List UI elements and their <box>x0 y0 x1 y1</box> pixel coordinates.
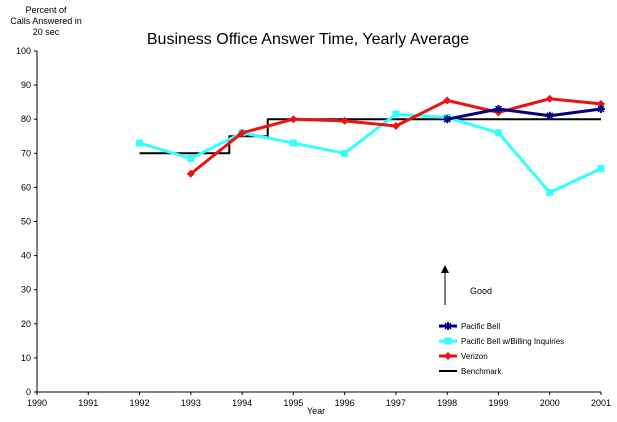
pacific-bell-w-billing-inquiries-point <box>187 154 195 162</box>
legend-label: Pacific Bell w/Billing Inquiries <box>461 337 564 346</box>
y-axis-label-line-1: Percent of <box>25 5 67 15</box>
good-label: Good <box>470 286 492 296</box>
y-tick-label: 10 <box>21 353 31 363</box>
legend-label: Pacific Bell <box>461 322 500 331</box>
legend-item-pacific-bell: Pacific Bell <box>439 322 500 331</box>
pacific-bell-w-billing-inquiries-point <box>136 139 144 147</box>
legend-label: Verizon <box>461 352 488 361</box>
legend-item-benchmark: Benchmark <box>439 367 502 376</box>
y-tick-label: 50 <box>21 217 31 227</box>
x-tick-label: 1994 <box>232 398 252 408</box>
y-ticks: 0 10 20 30 40 50 60 70 80 90 100 <box>16 46 37 397</box>
verizon-point <box>186 169 195 178</box>
pacific-bell-point <box>443 115 452 124</box>
verizon-point <box>391 122 400 131</box>
pacific-bell-w-billing-inquiries-point <box>597 165 605 173</box>
legend-marker <box>444 352 452 360</box>
verizon-point <box>289 115 298 124</box>
x-ticks: 1990 1991 1992 1993 1994 1995 1996 1997 1998 1999… <box>27 392 611 408</box>
legend-marker <box>444 322 452 330</box>
verizon-point <box>597 99 605 108</box>
pacific-bell-w-billing-inquiries-point <box>392 110 400 118</box>
series-layer <box>136 94 605 197</box>
y-tick-label: 70 <box>21 148 31 158</box>
y-tick-label: 40 <box>21 251 31 261</box>
pacific-bell-point <box>494 104 503 113</box>
pacific-bell-w-billing-inquiries-point <box>546 189 554 197</box>
pacific-bell-point <box>597 104 605 113</box>
pacific-bell-w-billing-inquiries-point <box>289 139 297 147</box>
pacific-bell-w-billing-inquiries-line <box>139 112 602 195</box>
verizon-point <box>340 116 349 125</box>
verizon-point <box>545 94 554 103</box>
x-tick-label: 1991 <box>78 398 98 408</box>
y-tick-label: 60 <box>21 182 31 192</box>
x-tick-label: 1992 <box>130 398 150 408</box>
y-axis-label-line-2: Calls Answered in <box>10 16 82 26</box>
y-tick-label: 100 <box>16 46 31 56</box>
x-tick-label: 1990 <box>27 398 47 408</box>
legend-label: Benchmark <box>461 367 502 376</box>
y-axis-label-line-3: 20 sec <box>33 27 60 37</box>
pacific-bell-w-billing-inquiries-point <box>494 129 502 137</box>
y-tick-label: 20 <box>21 319 31 329</box>
x-tick-label: 1999 <box>488 398 508 408</box>
arrow-head <box>441 265 449 273</box>
y-tick-label: 0 <box>26 387 31 397</box>
legend-item-verizon: Verizon <box>439 352 488 361</box>
pacific-bell-series <box>443 104 605 124</box>
verizon-point <box>443 96 452 105</box>
pacific-bell-w-billing-inquiries-point <box>341 149 349 157</box>
pacific-bell-line <box>446 107 602 121</box>
x-tick-label: 1996 <box>335 398 355 408</box>
chart-title: Business Office Answer Time, Yearly Aver… <box>147 31 469 48</box>
x-tick-label: 1998 <box>437 398 457 408</box>
verizon-point <box>238 128 247 137</box>
x-tick-label: 1997 <box>386 398 406 408</box>
legend-item-pacific-bell-w-billing-inquiries: Pacific Bell w/Billing Inquiries <box>439 337 564 346</box>
x-tick-label: 1993 <box>181 398 201 408</box>
legend-marker <box>444 337 452 345</box>
x-axis-label: Year <box>307 406 325 416</box>
x-tick-label: 2000 <box>540 398 560 408</box>
y-tick-label: 90 <box>21 80 31 90</box>
x-tick-label: 1995 <box>283 398 303 408</box>
good-annotation: Good <box>441 265 492 305</box>
y-tick-label: 80 <box>21 114 31 124</box>
y-tick-label: 30 <box>21 285 31 295</box>
pacific-bell-point <box>545 111 554 120</box>
legend: Pacific Bell Pacific Bell w/Billing Inqui… <box>439 322 564 376</box>
x-tick-label: 2001 <box>591 398 611 408</box>
